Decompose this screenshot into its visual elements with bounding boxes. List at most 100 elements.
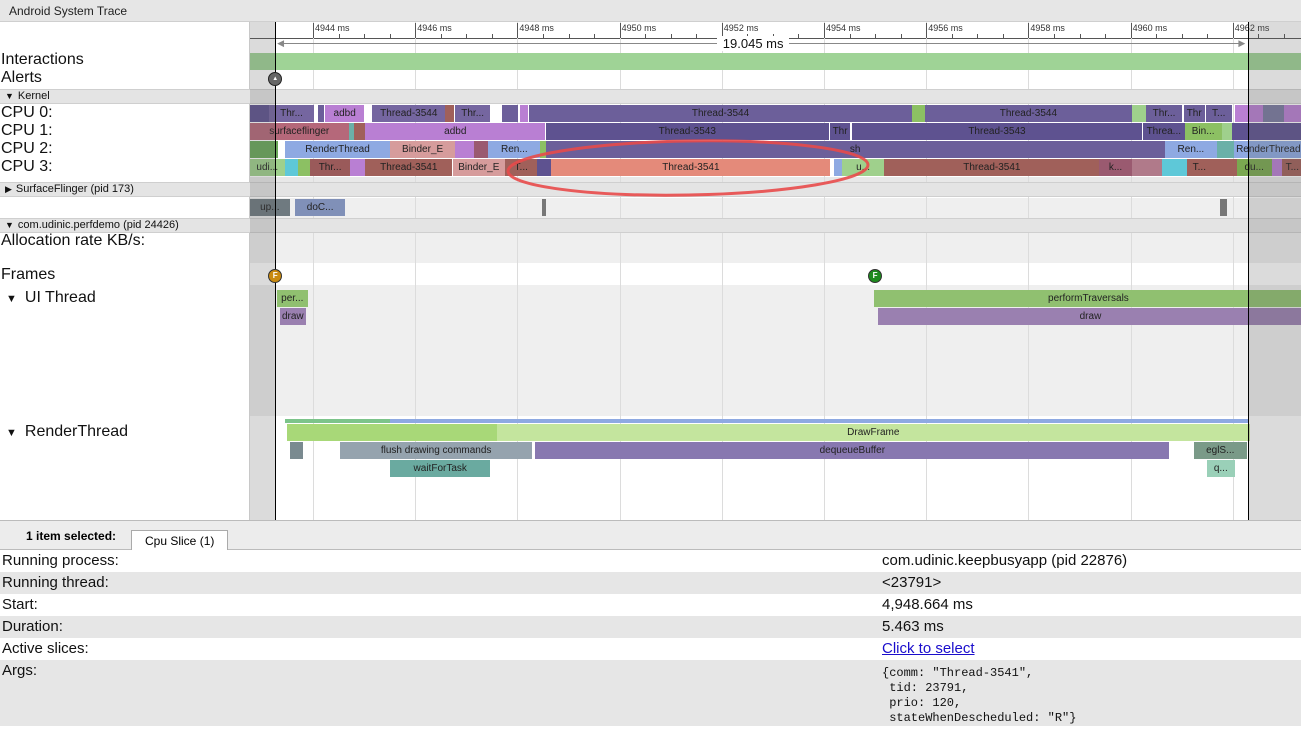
- slice[interactable]: Thr...: [309, 159, 351, 176]
- slice[interactable]: [1235, 105, 1264, 122]
- slice[interactable]: Threa...: [1142, 123, 1185, 140]
- slice[interactable]: [1271, 159, 1282, 176]
- slice[interactable]: [286, 424, 497, 441]
- slice[interactable]: Thread-3541: [884, 159, 1100, 176]
- slice[interactable]: Thread-3543: [545, 123, 830, 140]
- ruler-minor-tick: [1053, 34, 1055, 38]
- slice[interactable]: [348, 123, 354, 140]
- slice[interactable]: RenderThread: [1233, 141, 1301, 158]
- slice[interactable]: [912, 105, 926, 122]
- slice[interactable]: T...: [1205, 105, 1232, 122]
- slice[interactable]: eglS...: [1193, 442, 1247, 459]
- slice[interactable]: k...: [1099, 159, 1132, 176]
- slice[interactable]: [1131, 159, 1162, 176]
- slice[interactable]: doC...: [295, 199, 346, 216]
- slice[interactable]: Thread-3543: [852, 123, 1142, 140]
- slice[interactable]: draw: [279, 308, 306, 325]
- slice[interactable]: per...: [276, 290, 308, 307]
- label-render-thread[interactable]: ▼ RenderThread: [6, 423, 128, 441]
- slice[interactable]: Thread-3544: [925, 105, 1132, 122]
- slice[interactable]: [834, 159, 842, 176]
- slice[interactable]: Binder_E: [452, 159, 506, 176]
- slice[interactable]: [1131, 105, 1147, 122]
- slice[interactable]: Binder_E: [390, 141, 456, 158]
- slice[interactable]: Thread-3544: [528, 105, 913, 122]
- slice[interactable]: Thr...: [455, 105, 491, 122]
- details-panel: 1 item selected: Cpu Slice (1) Running p…: [0, 520, 1301, 751]
- click-to-select-link[interactable]: Click to select: [882, 640, 975, 657]
- slice[interactable]: Ren...: [488, 141, 541, 158]
- surfaceflinger-header[interactable]: ▶ SurfaceFlinger (pid 173): [0, 182, 1301, 197]
- ui-thread-depth1: draw draw: [250, 308, 1301, 325]
- ruler-minor-tick: [977, 34, 979, 38]
- slice[interactable]: [1219, 199, 1227, 216]
- slice[interactable]: Thr...: [269, 105, 314, 122]
- slice[interactable]: [474, 141, 489, 158]
- process-header[interactable]: ▼ com.udinic.perfdemo (pid 24426): [0, 218, 1301, 233]
- slice[interactable]: [250, 105, 270, 122]
- slice[interactable]: [1263, 105, 1284, 122]
- slice[interactable]: surfaceflinger: [250, 123, 349, 140]
- slice[interactable]: [318, 105, 325, 122]
- label-ui-thread[interactable]: ▼ UI Thread: [6, 289, 96, 307]
- slice[interactable]: performTraversals: [874, 290, 1301, 307]
- slice[interactable]: Ren...: [1164, 141, 1217, 158]
- slice[interactable]: RenderThread: [284, 141, 391, 158]
- slice[interactable]: [1216, 141, 1234, 158]
- slice[interactable]: u...: [841, 159, 885, 176]
- interactions-bar[interactable]: [250, 53, 1301, 70]
- slice[interactable]: Thread-3541: [365, 159, 453, 176]
- slice[interactable]: flush drawing commands: [340, 442, 533, 459]
- slice[interactable]: [1283, 105, 1301, 122]
- ruler-minor-tick: [1283, 34, 1285, 38]
- slice[interactable]: DrawFrame: [496, 424, 1250, 441]
- slice[interactable]: T...: [505, 159, 538, 176]
- slice[interactable]: T...: [1186, 159, 1212, 176]
- frame-marker-icon[interactable]: F: [268, 269, 283, 283]
- slice[interactable]: [537, 159, 551, 176]
- surfaceflinger-track: [250, 198, 1301, 218]
- slice[interactable]: [297, 159, 310, 176]
- tab-cpu-slice[interactable]: Cpu Slice (1): [131, 530, 229, 550]
- slice[interactable]: Thr...: [1146, 105, 1182, 122]
- slice[interactable]: [1221, 123, 1232, 140]
- slice[interactable]: dequeueBuffer: [535, 442, 1170, 459]
- slice[interactable]: [542, 199, 546, 216]
- slice[interactable]: [501, 105, 519, 122]
- ui-thread-depth0: per... performTraversals: [250, 290, 1301, 307]
- slice[interactable]: [250, 141, 278, 158]
- alert-icon[interactable]: ▲: [268, 72, 283, 86]
- slice[interactable]: Thr: [1183, 105, 1205, 122]
- slice[interactable]: Thread-3544: [372, 105, 446, 122]
- slice[interactable]: Bin...: [1184, 123, 1222, 140]
- slice[interactable]: q...: [1206, 460, 1235, 477]
- slice[interactable]: waitForTask: [390, 460, 491, 477]
- slice[interactable]: Thr: [830, 123, 851, 140]
- frame-marker-icon[interactable]: F: [868, 269, 883, 283]
- unselected-shade: [1248, 22, 1301, 520]
- slice[interactable]: [455, 141, 475, 158]
- slice[interactable]: [1211, 159, 1237, 176]
- selection-end-line[interactable]: [1248, 22, 1250, 520]
- slice[interactable]: [519, 105, 528, 122]
- slice[interactable]: adbd: [365, 123, 546, 140]
- cpu0-track: Thr... adbd Thread-3544 Thr... Thread-3544 Th…: [250, 105, 1301, 122]
- slice[interactable]: Thread-3541: [551, 159, 831, 176]
- kernel-header[interactable]: ▼ Kernel: [0, 89, 1301, 104]
- label-cpu3: CPU 3:: [1, 158, 53, 175]
- grid-line: [1232, 22, 1234, 520]
- slice[interactable]: [284, 159, 298, 176]
- args-value: {comm: "Thread-3541", tid: 23791, prio: …: [882, 666, 1076, 726]
- slice[interactable]: [445, 105, 455, 122]
- slice[interactable]: du...: [1236, 159, 1272, 176]
- detail-key: Running thread:: [2, 574, 109, 591]
- slice[interactable]: [353, 123, 366, 140]
- slice[interactable]: [350, 159, 366, 176]
- slice[interactable]: draw: [878, 308, 1301, 325]
- slice[interactable]: up...: [250, 199, 290, 216]
- slice[interactable]: [290, 442, 303, 459]
- slice[interactable]: adbd: [325, 105, 365, 122]
- slice[interactable]: [1161, 159, 1187, 176]
- slice[interactable]: sh: [545, 141, 1165, 158]
- slice[interactable]: T...: [1281, 159, 1301, 176]
